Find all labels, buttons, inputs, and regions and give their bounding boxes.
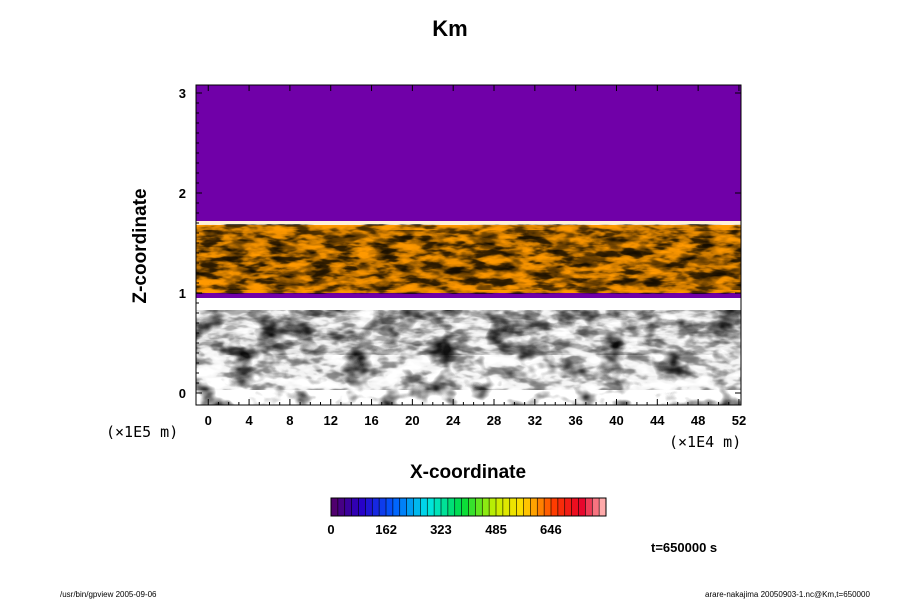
colorbar-swatch — [392, 498, 401, 516]
colorbar-swatch — [509, 498, 518, 516]
colorbar-swatch — [427, 498, 435, 516]
colorbar-swatch — [544, 498, 552, 516]
x-tick-label: 12 — [323, 413, 337, 428]
colorbar-swatch — [571, 498, 579, 516]
colorbar-swatch — [406, 498, 414, 516]
x-tick-label: 24 — [446, 413, 461, 428]
colorbar-swatch — [496, 498, 504, 516]
colorbar-swatch — [372, 498, 380, 516]
y-axis-label: Z-coordinate — [130, 188, 151, 303]
colorbar-swatch — [447, 498, 456, 516]
colorbar-swatch — [365, 498, 373, 516]
colorbar-swatch — [468, 498, 476, 516]
y-scale-label: (×1E5 m) — [106, 423, 178, 441]
x-tick-label: 8 — [286, 413, 293, 428]
colorbar-swatch — [379, 498, 387, 516]
colorbar-swatch — [441, 498, 449, 516]
x-tick-label: 20 — [405, 413, 419, 428]
colorbar-swatch — [386, 498, 394, 516]
colorbar-swatch — [530, 498, 538, 516]
x-tick-label: 44 — [650, 413, 665, 428]
x-tick-label: 32 — [528, 413, 542, 428]
colorbar-swatch — [434, 498, 442, 516]
layer-top-rim — [196, 221, 741, 225]
footer-program: /usr/bin/gpview 2005-09-06 — [60, 590, 157, 599]
y-tick-label: 2 — [179, 186, 186, 201]
colorbar-swatch — [557, 498, 566, 516]
colorbar-swatch — [420, 498, 428, 516]
colorbar-swatch — [454, 498, 463, 516]
colorbar-swatch — [489, 498, 497, 516]
region-upper-uniform — [196, 85, 741, 221]
colorbar-swatch — [592, 498, 600, 516]
colorbar: 0 162 323 485 646 — [327, 497, 607, 537]
colorbar-swatch — [599, 498, 607, 516]
chart-title: Km — [432, 16, 468, 41]
colorbar-swatch — [537, 498, 545, 516]
colorbar-tick-label: 485 — [485, 522, 507, 537]
colorbar-swatch — [351, 498, 359, 516]
time-label: t=650000 s — [651, 540, 718, 555]
colorbar-swatch — [344, 498, 353, 516]
x-tick-label: 52 — [732, 413, 746, 428]
colorbar-swatch — [585, 498, 593, 516]
colorbar-frame — [330, 497, 607, 517]
x-tick-label: 4 — [245, 413, 253, 428]
colorbar-swatch — [337, 498, 346, 516]
colorbar-swatch — [399, 498, 408, 516]
colorbar-swatch — [482, 498, 490, 516]
colorbar-tick-label: 323 — [430, 522, 452, 537]
x-axis: 0 4 8 12 16 20 24 28 32 36 40 44 48 52 — [205, 85, 746, 428]
y-tick-label: 0 — [179, 386, 186, 401]
footer-source: arare-nakajima 20050903-1.nc@Km,t=650000 — [705, 590, 870, 599]
colorbar-swatch — [516, 498, 524, 516]
colorbar-swatch — [523, 498, 531, 516]
colorbar-swatch — [564, 498, 573, 516]
x-axis-label: X-coordinate — [410, 462, 526, 483]
x-tick-label: 48 — [691, 413, 705, 428]
colorbar-tick-label: 162 — [375, 522, 397, 537]
colorbar-swatch — [461, 498, 469, 516]
heatmap-field — [196, 85, 741, 405]
colorbar-tick-label: 0 — [327, 522, 334, 537]
x-tick-label: 16 — [364, 413, 378, 428]
y-tick-label: 1 — [179, 286, 186, 301]
colorbar-swatch — [358, 498, 366, 516]
region-stable-band — [196, 293, 741, 298]
y-axis: 0 1 2 3 — [179, 86, 741, 401]
x-tick-label: 36 — [568, 413, 582, 428]
colorbar-swatch — [551, 498, 559, 516]
y-tick-label: 3 — [179, 86, 186, 101]
colorbar-swatch — [578, 498, 586, 516]
plot-frame — [195, 84, 742, 406]
colorbar-swatch — [502, 498, 511, 516]
x-tick-label: 40 — [609, 413, 623, 428]
colorbar-tick-label: 646 — [540, 522, 562, 537]
texture-upper — [196, 224, 741, 294]
x-tick-label: 28 — [487, 413, 501, 428]
colorbar-swatch — [331, 498, 339, 516]
colorbar-swatch — [475, 498, 483, 516]
colorbar-swatch — [413, 498, 421, 516]
texture-lower — [196, 310, 741, 405]
x-tick-label: 0 — [205, 413, 212, 428]
region-low-band — [196, 298, 741, 305]
x-scale-label: (×1E4 m) — [669, 433, 741, 451]
